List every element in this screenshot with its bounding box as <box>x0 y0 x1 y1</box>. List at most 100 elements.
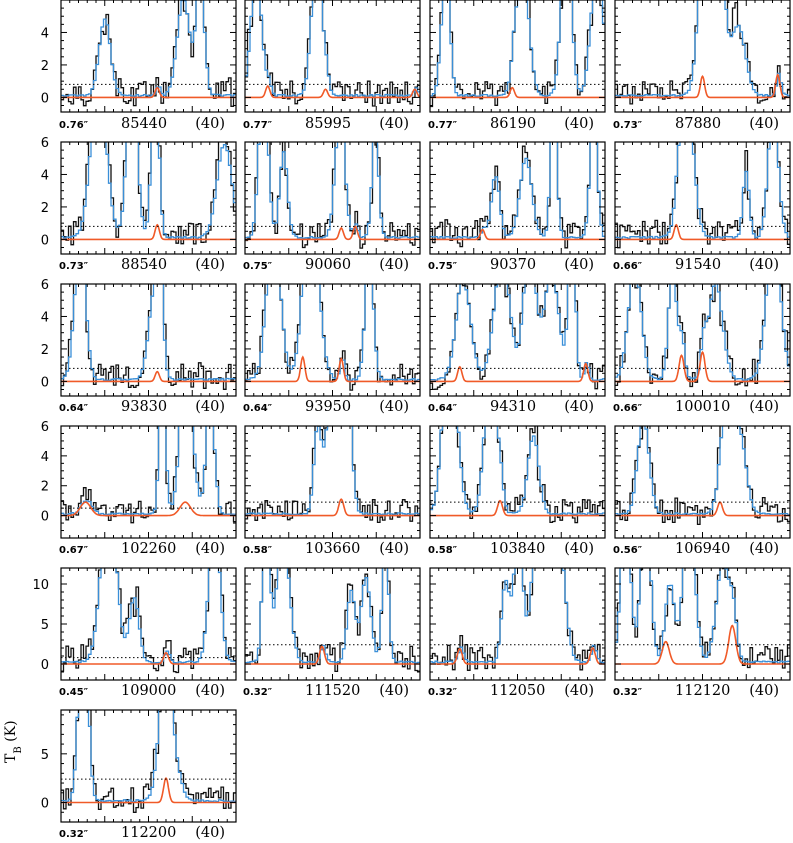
y-tick-label: 0 <box>41 375 49 390</box>
species-model-spectrum <box>245 645 420 665</box>
panel-90370: 0.75″ 90370 (40) <box>428 141 606 273</box>
full-model-spectrum <box>61 426 236 516</box>
full-model-spectrum <box>61 0 236 97</box>
observed-spectrum <box>61 710 236 813</box>
resolution-label: 0.66″ <box>613 261 643 272</box>
width-label: (40) <box>195 399 225 415</box>
y-tick-label: 5 <box>41 748 49 763</box>
plot-area <box>615 568 790 669</box>
species-model-spectrum <box>61 370 236 383</box>
panel-112120: 0.32″ 112120 (40) <box>613 567 791 699</box>
resolution-label: 0.58″ <box>428 545 458 556</box>
resolution-label: 0.67″ <box>59 545 89 556</box>
frequency-label: 109000 <box>121 683 176 699</box>
width-label: (40) <box>749 399 779 415</box>
species-model-spectrum <box>615 501 790 517</box>
y-tick-label: 6 <box>41 278 49 293</box>
resolution-label: 0.73″ <box>613 120 643 131</box>
observed-spectrum <box>245 284 420 391</box>
panel-102260: 0 2 4 6 0.67″ 102260 (40) <box>41 420 237 557</box>
y-tick-label: 4 <box>41 168 49 183</box>
resolution-label: 0.32″ <box>613 687 643 698</box>
species-model-spectrum <box>430 362 605 383</box>
panel-frame <box>429 425 606 539</box>
frequency-label: 94310 <box>490 399 536 415</box>
species-model-spectrum <box>245 355 420 383</box>
full-model-spectrum <box>615 0 790 98</box>
width-label: (40) <box>379 116 409 132</box>
frequency-label: 112050 <box>490 683 545 699</box>
width-label: (40) <box>564 257 594 273</box>
observed-spectrum <box>430 0 605 108</box>
y-axis-label-main: T <box>3 753 19 763</box>
full-model-spectrum <box>615 142 790 239</box>
resolution-label: 0.64″ <box>428 403 458 414</box>
width-label: (40) <box>749 257 779 273</box>
panel-91540: 0.66″ 91540 (40) <box>613 141 791 273</box>
resolution-label: 0.64″ <box>59 403 89 414</box>
panels: 0 2 4 0.76″ 85440 (40) 0.77″ 85995 (40) 0.77″ 8619… <box>32 0 791 841</box>
plot-area <box>245 426 420 524</box>
width-label: (40) <box>564 541 594 557</box>
plot-area <box>61 426 236 524</box>
plot-area <box>430 568 605 671</box>
frequency-label: 85440 <box>121 116 167 132</box>
width-label: (40) <box>564 116 594 132</box>
species-model-spectrum <box>430 228 605 241</box>
species-model-spectrum <box>245 225 420 241</box>
species-model-spectrum <box>61 651 236 665</box>
width-label: (40) <box>749 683 779 699</box>
plot-area <box>245 0 420 107</box>
y-tick-label: 2 <box>41 480 49 495</box>
plot-area <box>61 710 236 813</box>
full-model-spectrum <box>245 568 420 664</box>
y-tick-label: 4 <box>41 450 49 465</box>
y-tick-label: 6 <box>41 136 49 151</box>
full-model-spectrum <box>61 710 236 803</box>
full-model-spectrum <box>61 284 236 382</box>
panel-90060: 0.75″ 90060 (40) <box>243 141 421 273</box>
width-label: (40) <box>379 683 409 699</box>
panel-93950: 0.64″ 93950 (40) <box>243 283 421 415</box>
plot-area <box>61 568 236 674</box>
width-label: (40) <box>749 541 779 557</box>
resolution-label: 0.64″ <box>243 403 273 414</box>
resolution-label: 0.75″ <box>243 261 273 272</box>
width-label: (40) <box>195 257 225 273</box>
resolution-label: 0.32″ <box>428 687 458 698</box>
full-model-spectrum <box>61 142 236 239</box>
species-model-spectrum <box>61 86 236 99</box>
y-tick-label: 4 <box>41 310 49 325</box>
full-model-spectrum <box>245 426 420 516</box>
width-label: (40) <box>379 257 409 273</box>
species-model-spectrum <box>615 73 790 99</box>
frequency-label: 106940 <box>675 541 730 557</box>
y-tick-label: 6 <box>41 420 49 435</box>
panel-103660: 0.58″ 103660 (40) <box>243 425 421 557</box>
observed-spectrum <box>61 426 236 524</box>
width-label: (40) <box>564 399 594 415</box>
species-model-spectrum <box>245 498 420 517</box>
frequency-label: 103840 <box>490 541 545 557</box>
plot-area <box>430 284 605 391</box>
y-tick-label: 2 <box>41 59 49 74</box>
resolution-label: 0.58″ <box>243 545 273 556</box>
full-model-spectrum <box>615 568 790 664</box>
panel-93830: 0 2 4 6 0.64″ 93830 (40) <box>41 278 237 415</box>
resolution-label: 0.66″ <box>613 403 643 414</box>
species-model-spectrum <box>615 350 790 383</box>
y-axis-label: TB (K) <box>3 720 24 763</box>
panel-112200: 0 5 0.32″ 112200 (40) <box>41 709 237 841</box>
frequency-label: 93830 <box>121 399 167 415</box>
plot-area <box>61 284 236 390</box>
panel-106940: 0.56″ 106940 (40) <box>613 425 791 557</box>
frequency-label: 111520 <box>305 683 360 699</box>
plot-area <box>245 142 420 249</box>
panel-frame <box>60 709 237 823</box>
resolution-label: 0.56″ <box>613 545 643 556</box>
full-model-spectrum <box>245 284 420 382</box>
plot-area <box>615 142 790 249</box>
panel-86190: 0.77″ 86190 (40) <box>428 0 606 132</box>
resolution-label: 0.77″ <box>428 120 458 131</box>
